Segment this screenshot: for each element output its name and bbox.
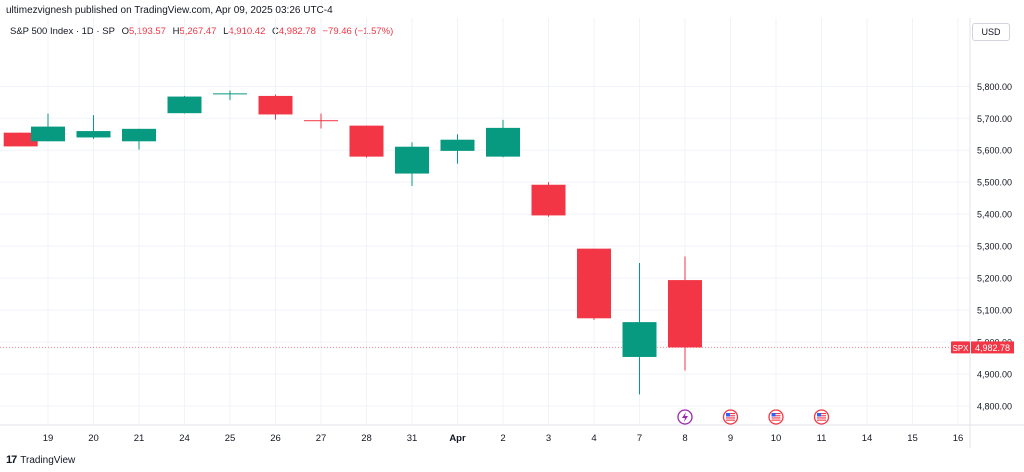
- candle[interactable]: [486, 119, 520, 158]
- candle-body: [31, 126, 65, 142]
- flag-stripe: [771, 415, 781, 417]
- candle-body: [76, 131, 111, 138]
- candle-body: [213, 93, 247, 95]
- flag-canton: [726, 413, 730, 417]
- candle[interactable]: [622, 263, 657, 395]
- low-value: L4,910.42: [223, 26, 266, 37]
- flag-stripe: [817, 417, 826, 419]
- flag-stripe: [726, 417, 735, 419]
- time-tick-label: 14: [862, 433, 873, 444]
- time-tick-label: 4: [591, 433, 596, 444]
- flag-stripe: [771, 419, 781, 421]
- time-tick-label: 10: [771, 433, 782, 444]
- time-tick-label: 3: [546, 433, 551, 444]
- candle[interactable]: [668, 256, 702, 371]
- candle[interactable]: [395, 142, 429, 187]
- candle[interactable]: [213, 90, 247, 101]
- last-price-tag: [971, 341, 1014, 354]
- symbol-name[interactable]: S&P 500 Index · 1D · SP: [10, 26, 115, 37]
- candle-body: [668, 280, 702, 348]
- candle[interactable]: [31, 113, 65, 142]
- high-value: H5,267.47: [172, 26, 217, 37]
- footer-branding: 17 TradingView: [6, 454, 75, 466]
- candle[interactable]: [122, 128, 156, 150]
- flag-stripe: [771, 413, 781, 415]
- time-tick-label: 26: [270, 433, 281, 444]
- time-tick-label: 21: [134, 433, 145, 444]
- price-tick-label: 4,800.00: [977, 401, 1012, 411]
- price-tick-label: 5,700.00: [977, 114, 1012, 124]
- candle-body: [622, 322, 657, 357]
- flag-stripe: [771, 417, 781, 419]
- candle-body: [3, 132, 38, 147]
- open-value: O5,193.57: [121, 26, 166, 37]
- candle-body: [440, 139, 475, 151]
- candle-body: [349, 125, 384, 157]
- time-tick-label: 28: [361, 433, 372, 444]
- time-tick-label: 27: [316, 433, 327, 444]
- candle-body: [258, 95, 293, 115]
- candle[interactable]: [167, 95, 202, 114]
- candle[interactable]: [76, 115, 111, 140]
- candle-body: [486, 127, 520, 157]
- candle-body: [395, 146, 429, 174]
- time-tick-label: 8: [682, 433, 687, 444]
- ohlc-legend: S&P 500 Index · 1D · SP O5,193.57 H5,267…: [10, 26, 397, 37]
- price-tick-label: 4,900.00: [977, 369, 1012, 379]
- candle-body: [122, 128, 156, 142]
- lightning-glyph: [682, 412, 688, 422]
- flag-canton: [817, 413, 821, 417]
- time-tick-label: 7: [637, 433, 642, 444]
- price-tick-label: 5,200.00: [977, 274, 1012, 284]
- tradingview-logo-icon: 17: [6, 454, 17, 466]
- flag-stripe: [817, 413, 826, 415]
- time-tick-label: 31: [407, 433, 418, 444]
- time-tick-label: Apr: [449, 433, 466, 444]
- price-tick-label: 5,800.00: [977, 82, 1012, 92]
- last-price-symbol: SPX: [952, 344, 969, 353]
- candle[interactable]: [440, 134, 475, 164]
- footer-brand: TradingView: [20, 454, 76, 466]
- price-tick-label: 5,400.00: [977, 210, 1012, 220]
- time-tick-label: 11: [817, 433, 827, 444]
- time-tick-label: 2: [500, 433, 505, 444]
- candle-body: [167, 96, 202, 114]
- us-flag-icon[interactable]: [722, 409, 739, 425]
- change-value: −79.46 (−1.57%): [322, 26, 394, 37]
- time-tick-label: 20: [88, 433, 99, 444]
- price-tick-label: 5,100.00: [977, 305, 1012, 315]
- candle-body: [577, 248, 611, 319]
- currency-button[interactable]: USD: [972, 23, 1010, 41]
- us-flag-icon[interactable]: [813, 409, 830, 425]
- time-tick-label: 16: [953, 433, 964, 444]
- published-line: ultimezvignesh published on TradingView.…: [6, 5, 333, 16]
- candle[interactable]: [349, 125, 384, 158]
- last-price-value: 4,982.78: [975, 343, 1010, 353]
- candle-body: [304, 120, 338, 122]
- candle[interactable]: [531, 182, 566, 217]
- us-flag-icon[interactable]: [768, 409, 784, 425]
- price-tick-label: 5,600.00: [977, 146, 1012, 156]
- flag-stripe: [817, 419, 826, 421]
- time-tick-label: 9: [728, 433, 733, 444]
- flag-stripe: [726, 413, 735, 415]
- time-tick-label: 25: [225, 433, 236, 444]
- time-tick-label: 19: [43, 433, 54, 444]
- candle[interactable]: [3, 132, 38, 147]
- last-price-symbol-tag: [951, 341, 970, 354]
- time-tick-label: 15: [907, 433, 918, 444]
- flag-stripe: [817, 415, 826, 417]
- price-tick-label: 5,500.00: [977, 178, 1012, 188]
- flag-stripe: [726, 419, 735, 421]
- candle[interactable]: [304, 113, 338, 129]
- candle[interactable]: [577, 248, 611, 320]
- time-tick-label: 24: [179, 433, 190, 444]
- candle-body: [531, 184, 566, 216]
- flag-stripe: [726, 415, 735, 417]
- flag-canton: [771, 413, 776, 417]
- candle[interactable]: [258, 94, 293, 120]
- price-tick-label: 5,300.00: [977, 242, 1012, 252]
